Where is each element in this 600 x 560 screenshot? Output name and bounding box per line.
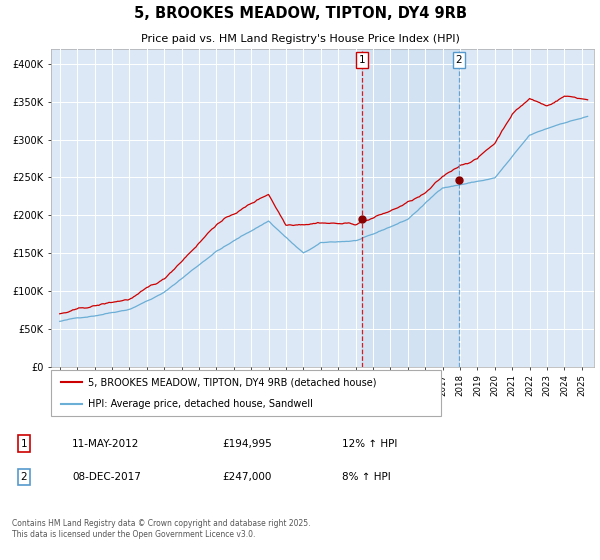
Text: 2: 2 (20, 472, 28, 482)
Text: 5, BROOKES MEADOW, TIPTON, DY4 9RB: 5, BROOKES MEADOW, TIPTON, DY4 9RB (133, 6, 467, 21)
Text: 8% ↑ HPI: 8% ↑ HPI (342, 472, 391, 482)
Bar (362, 49, 459, 367)
Text: 5, BROOKES MEADOW, TIPTON, DY4 9RB (detached house): 5, BROOKES MEADOW, TIPTON, DY4 9RB (deta… (88, 377, 377, 388)
Text: 1: 1 (20, 438, 28, 449)
Text: Contains HM Land Registry data © Crown copyright and database right 2025.
This d: Contains HM Land Registry data © Crown c… (12, 520, 311, 539)
Text: 08-DEC-2017: 08-DEC-2017 (72, 472, 141, 482)
Text: 1: 1 (359, 55, 365, 65)
Text: 12% ↑ HPI: 12% ↑ HPI (342, 438, 397, 449)
Text: 2: 2 (455, 55, 462, 65)
Text: 11-MAY-2012: 11-MAY-2012 (72, 438, 139, 449)
Text: HPI: Average price, detached house, Sandwell: HPI: Average price, detached house, Sand… (88, 399, 313, 409)
Text: £247,000: £247,000 (222, 472, 271, 482)
Text: Price paid vs. HM Land Registry's House Price Index (HPI): Price paid vs. HM Land Registry's House … (140, 34, 460, 44)
FancyBboxPatch shape (51, 370, 441, 416)
Text: £194,995: £194,995 (222, 438, 272, 449)
